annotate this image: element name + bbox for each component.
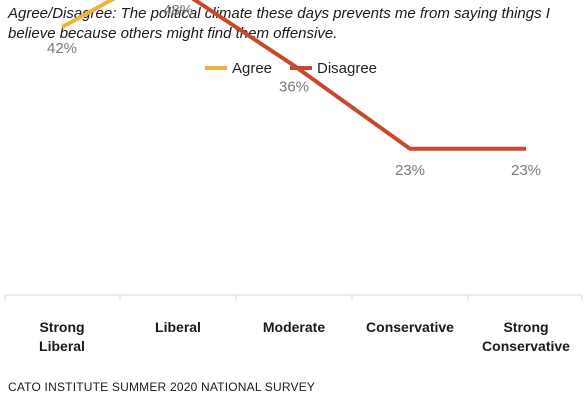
legend: Agree Disagree (205, 60, 377, 77)
series-lines (61, 0, 526, 151)
data-labels: 42%52%64%77%77%58%48%36%23%23% (47, 2, 541, 179)
series-line-disagree (191, 0, 526, 151)
legend-label-disagree: Disagree (317, 60, 377, 77)
x-tick-label: Liberal (155, 319, 201, 335)
series-line-agree (61, 0, 116, 29)
data-label-agree: 42% (47, 40, 77, 57)
data-label-disagree: 23% (395, 162, 425, 179)
legend-label-agree: Agree (232, 60, 272, 77)
x-axis-labels: Strong Liberal Liberal Moderate Conservative… (39, 319, 570, 354)
x-tick-label: Strong Conservative (482, 319, 570, 354)
data-label-disagree: 48% (163, 2, 193, 19)
x-tick-label: Strong Liberal (39, 319, 85, 354)
x-axis-ticks (4, 295, 583, 301)
data-label-disagree: 36% (279, 79, 309, 96)
x-tick-label: Moderate (263, 319, 325, 335)
x-tick-label: Conservative (366, 319, 454, 335)
data-label-disagree: 23% (511, 162, 541, 179)
source-note: CATO INSTITUTE SUMMER 2020 NATIONAL SURV… (8, 380, 316, 394)
